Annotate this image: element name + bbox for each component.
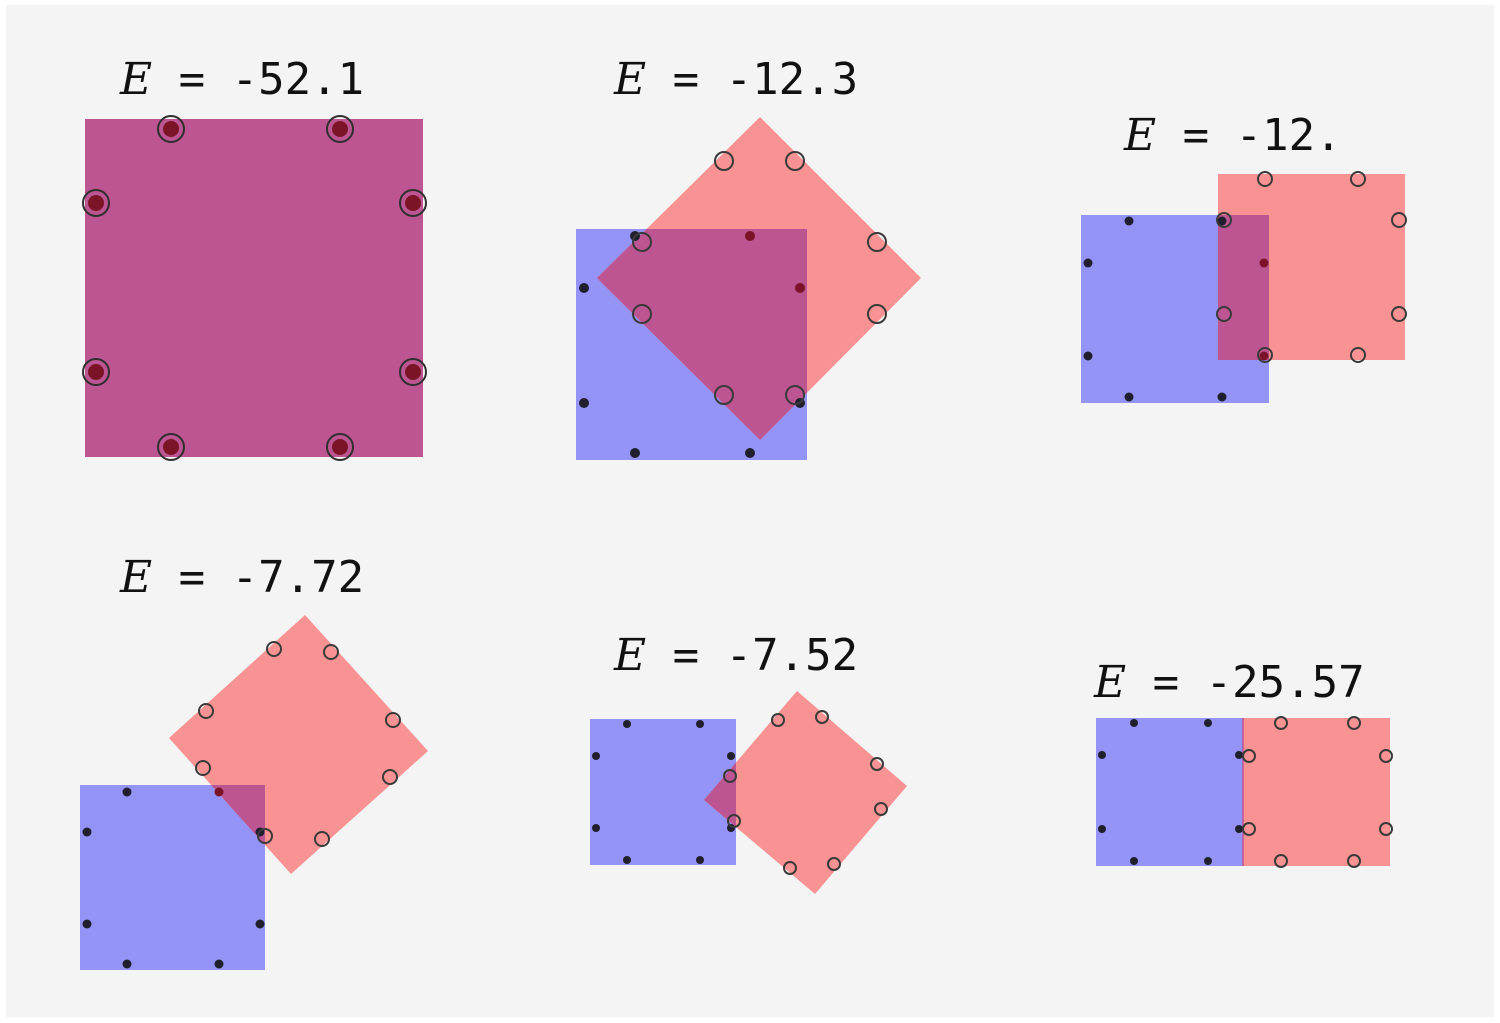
panel-1-blue-dots xyxy=(88,121,421,455)
panel-4: E = -7.72 xyxy=(80,552,428,970)
panel-2-overlap xyxy=(597,229,807,440)
panel-5-overlap xyxy=(704,762,736,828)
panel-5-red-square xyxy=(704,691,907,894)
squares-diagram: E = -52.1 E = -12.3 xyxy=(80,54,1407,970)
panel-5-blue-dots xyxy=(592,720,735,864)
panel-3-title: E = -12. xyxy=(1123,110,1342,161)
panel-6-blue-square xyxy=(1096,718,1243,866)
panel-4-equals: = xyxy=(179,552,206,603)
panel-6-energy-symbol: E xyxy=(1093,657,1126,708)
panel-2-red-rings xyxy=(632,151,887,405)
panel-6-title: E = -25.57 xyxy=(1093,657,1365,708)
panel-6-red-rings xyxy=(1242,716,1393,868)
panel-1-equals: = xyxy=(179,54,206,105)
panel-2-blue-dots xyxy=(579,231,805,458)
panel-6-red-square xyxy=(1243,718,1390,866)
panel-2-equals: = xyxy=(673,54,700,105)
figure-canvas: E = -52.1 E = -12.3 xyxy=(6,5,1494,1017)
panel-6-blue-dots xyxy=(1098,719,1243,865)
panel-1-overlap xyxy=(85,119,423,457)
panel-4-blue-square xyxy=(80,785,265,970)
panel-2-title: E = -12.3 xyxy=(613,54,858,105)
panel-3-energy-value: -12. xyxy=(1236,110,1342,161)
panel-1-red-rings xyxy=(82,115,427,461)
panel-2-energy-value: -12.3 xyxy=(726,54,858,105)
panel-3-energy-symbol: E xyxy=(1123,110,1156,161)
panel-5: E = -7.52 xyxy=(590,630,907,894)
panel-1-energy-value: -52.1 xyxy=(232,54,364,105)
panel-4-energy-symbol: E xyxy=(119,552,152,603)
panel-1-energy-symbol: E xyxy=(119,54,152,105)
panel-5-equals: = xyxy=(673,630,700,681)
panel-4-title: E = -7.72 xyxy=(119,552,364,603)
panel-4-overlap xyxy=(211,785,265,846)
panel-3-red-rings xyxy=(1216,171,1407,363)
panel-5-energy-value: -7.52 xyxy=(726,630,858,681)
panel-6-equals: = xyxy=(1153,657,1180,708)
panel-2-energy-symbol: E xyxy=(613,54,646,105)
panel-3-overlap xyxy=(1218,215,1269,360)
panel-5-energy-symbol: E xyxy=(613,630,646,681)
panel-3: E = -12. xyxy=(1081,110,1407,403)
panel-4-red-rings xyxy=(195,641,401,847)
panel-2: E = -12.3 xyxy=(576,54,921,460)
panel-1-title: E = -52.1 xyxy=(119,54,364,105)
panel-3-equals: = xyxy=(1183,110,1210,161)
panel-6: E = -25.57 xyxy=(1093,657,1393,868)
panel-3-blue-dots xyxy=(1083,216,1269,402)
panel-6-energy-value: -25.57 xyxy=(1206,657,1365,708)
panel-4-energy-value: -7.72 xyxy=(232,552,364,603)
panel-5-red-rings xyxy=(723,710,888,875)
panel-5-title: E = -7.52 xyxy=(613,630,858,681)
panel-1: E = -52.1 xyxy=(82,54,427,461)
